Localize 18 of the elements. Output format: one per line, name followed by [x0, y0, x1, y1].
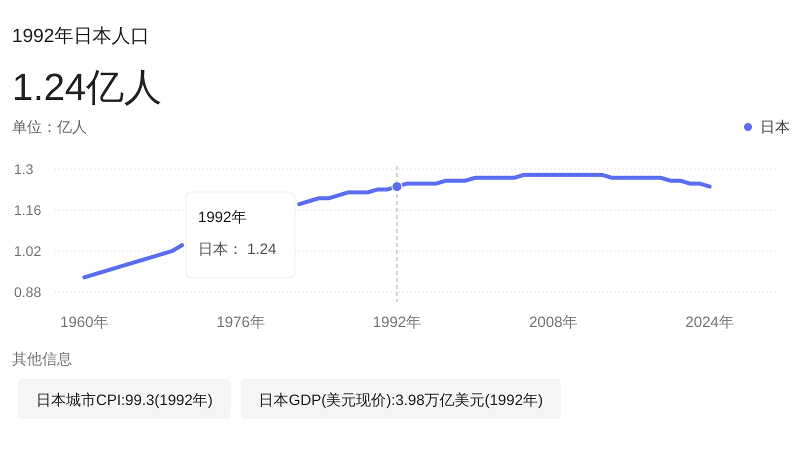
- x-tick-label: 2024年: [685, 314, 734, 331]
- text: 日本GDP(美元现价):3.98万亿美元(1992年): [258, 392, 543, 409]
- x-tick-label: 1992年: [372, 314, 422, 331]
- annotation: 1992年: [198, 209, 246, 226]
- x-tick-label: 1960年: [60, 314, 108, 331]
- chart-title: 1992年日本人口: [12, 26, 150, 47]
- y-tick-label: 1.3: [14, 161, 34, 177]
- legend-label: 日本: [760, 119, 790, 136]
- y-tick-label: 0.88: [14, 284, 42, 300]
- x-tick-label: 2008年: [529, 314, 578, 331]
- chart-subtitle: 1.24亿人: [12, 67, 162, 109]
- y-tick-label: 1.02: [14, 243, 42, 259]
- annotation: 日本： 1.24: [198, 241, 276, 258]
- x-tick-label: 1976年: [216, 314, 265, 331]
- text: 日本城市CPI:99.3(1992年): [36, 392, 213, 409]
- text: 其他信息: [12, 351, 72, 368]
- y-axis-title: 单位：亿人: [12, 119, 87, 136]
- y-tick-label: 1.16: [14, 202, 42, 218]
